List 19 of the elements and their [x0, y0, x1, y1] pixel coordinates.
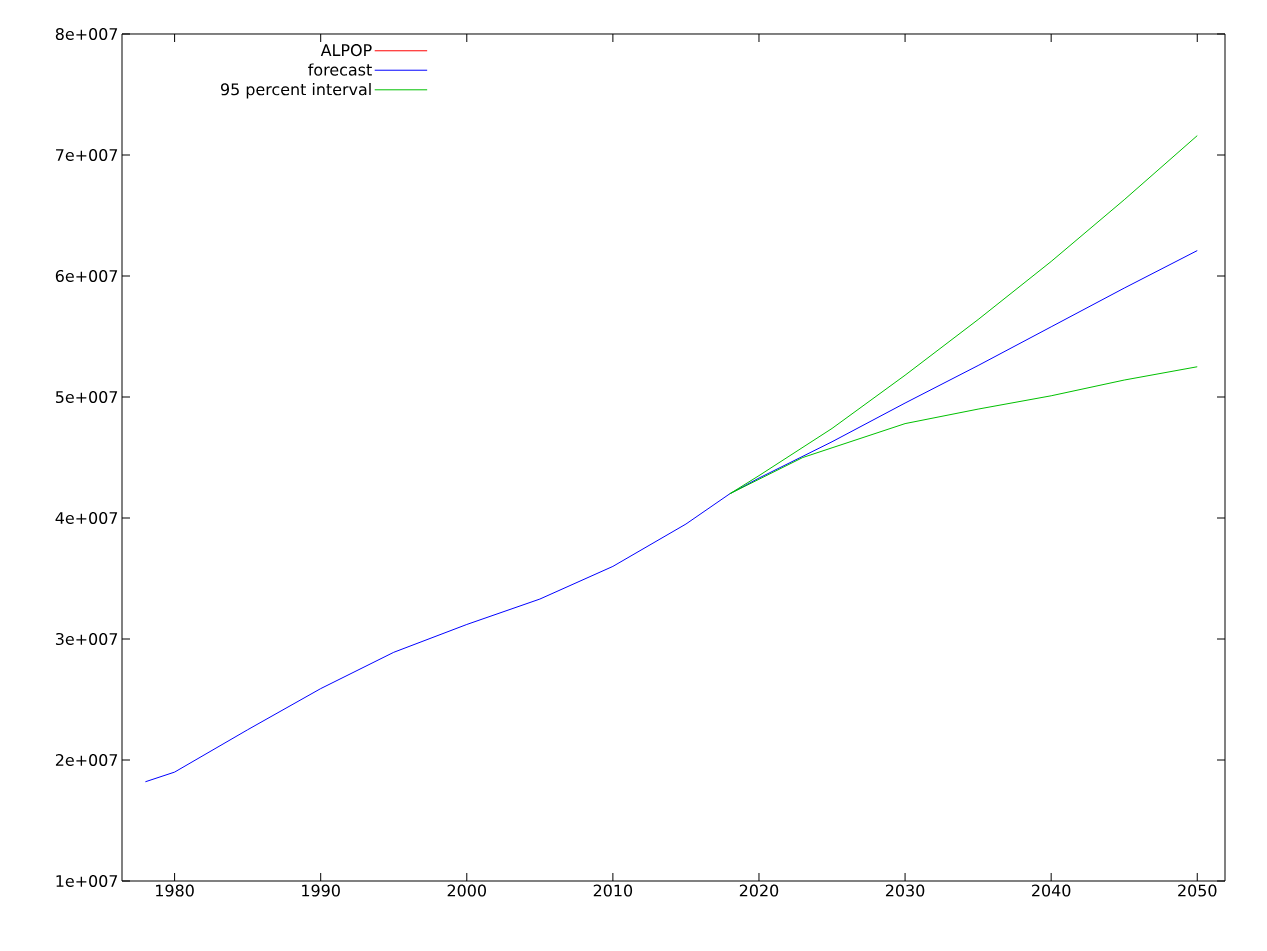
x-tick-label: 1990 [302, 884, 340, 897]
legend-label: ALPOP [320, 44, 372, 57]
y-tick-label: 5e+007 [55, 390, 118, 404]
y-tick-label: 2e+007 [55, 753, 118, 767]
x-tick-label: 2000 [447, 884, 486, 897]
y-tick-label: 3e+007 [55, 632, 118, 646]
y-tick-label: 4e+007 [55, 511, 118, 525]
y-tick-label: 6e+007 [55, 269, 118, 283]
x-tick-label: 2040 [1032, 884, 1071, 897]
x-tick-label: 2020 [739, 884, 779, 897]
y-tick-label: 7e+007 [56, 148, 118, 162]
y-tick-label: 8e+007 [55, 27, 118, 41]
y-tick-label: 1e+007 [56, 874, 118, 888]
x-tick-label: 2030 [885, 884, 925, 897]
x-tick-label: 2050 [1178, 884, 1217, 897]
x-tick-label: 2010 [593, 884, 633, 897]
x-tick-label: 1980 [156, 884, 194, 897]
legend-label: 95 percent interval [220, 83, 371, 99]
legend-label: forecast [308, 63, 372, 76]
